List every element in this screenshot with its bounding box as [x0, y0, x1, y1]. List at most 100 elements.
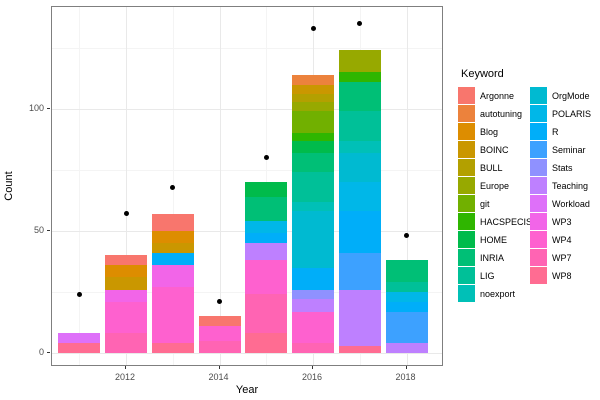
legend-item-label: Blog [480, 126, 499, 137]
bar-segment-2016-Stats [292, 289, 334, 300]
legend-key-swatch [530, 177, 547, 194]
bar-segment-2013-WP4 [151, 287, 194, 344]
legend-item-label: BULL [480, 162, 503, 173]
legend: Keyword Argonne autotuning Blog BOINC BULL Eu… [458, 68, 591, 303]
legend-item-label: autotuning [480, 108, 523, 119]
x-tick-label: 2018 [395, 372, 416, 382]
legend-item-Teaching: Teaching [530, 177, 591, 194]
legend-key-swatch [458, 249, 475, 266]
bar-segment-2013-R [151, 252, 194, 266]
legend-item-label: HACSPECIS [480, 216, 533, 227]
bar-segment-2015-WP7 [245, 294, 288, 334]
legend-key-swatch [458, 177, 475, 194]
legend-item-label: WP4 [552, 234, 572, 245]
legend-item-Blog: Blog [458, 123, 530, 140]
legend-key-swatch [530, 87, 547, 104]
legend-item-label: OrgMode [552, 90, 590, 101]
bar-segment-2018-POLARIS [385, 292, 428, 302]
legend-item-WP7: WP7 [530, 249, 591, 266]
bar-segment-2017-LIG [338, 111, 381, 141]
bar-segment-2016-BOINC [292, 84, 334, 95]
legend-columns: Argonne autotuning Blog BOINC BULL Europe git H… [458, 87, 591, 303]
data-point-2013 [170, 184, 176, 190]
bar-segment-2013-Blog [151, 231, 194, 244]
bar-segment-2015-WP4 [245, 260, 288, 295]
data-point-2017 [357, 21, 363, 27]
legend-key-swatch [530, 195, 547, 212]
legend-item-Europe: Europe [458, 177, 530, 194]
legend-key-swatch [530, 159, 547, 176]
legend-item-autotuning: autotuning [458, 105, 530, 122]
legend-item-OrgMode: OrgMode [530, 87, 591, 104]
y-tick-mark [47, 108, 50, 109]
bar-segment-2014-Argonne [198, 316, 241, 327]
data-point-2015 [263, 155, 269, 161]
legend-item-label: Europe [480, 180, 510, 191]
bar-segment-2016-autotuning [292, 74, 334, 85]
legend-key-swatch [530, 267, 547, 284]
bar-segment-2012-WP4 [105, 301, 147, 334]
bar-segment-2018-INRIA [385, 260, 428, 283]
bar-segment-2017-Europe [338, 50, 381, 73]
bar-segment-2014-WP7 [198, 340, 241, 353]
legend-item-INRIA: INRIA [458, 249, 530, 266]
legend-item-LIG: LIG [458, 267, 530, 284]
legend-item-noexport: noexport [458, 285, 530, 302]
x-tick-label: 2014 [208, 372, 229, 382]
legend-title: Keyword [461, 68, 504, 80]
legend-item-label: LIG [480, 270, 495, 281]
y-tick-mark [47, 352, 50, 353]
legend-item-label: Teaching [552, 180, 589, 191]
bar-segment-2017-Teaching [338, 289, 381, 346]
legend-column-1: Argonne autotuning Blog BOINC BULL Europe git H… [458, 87, 533, 303]
legend-item-HOME: HOME [458, 231, 530, 248]
legend-key-swatch [458, 123, 475, 140]
gridline-x-minor [79, 7, 81, 365]
legend-item-label: HOME [480, 234, 507, 245]
bar-segment-2017-HACSPECIS [338, 72, 381, 83]
gridline-y-minor [52, 170, 442, 171]
data-point-2014 [217, 299, 222, 305]
legend-item-label: noexport [480, 288, 516, 299]
data-point-2011 [76, 291, 82, 297]
bar-segment-2018-Teaching [385, 343, 428, 353]
gridline-y-minor [52, 48, 442, 49]
gridline-y-major [52, 353, 442, 354]
bar-segment-2013-WP8 [151, 343, 194, 353]
gridline-y-major [52, 109, 442, 110]
legend-item-BOINC: BOINC [458, 141, 530, 158]
legend-key-swatch [530, 213, 547, 230]
legend-item-WP3: WP3 [530, 213, 591, 230]
legend-item-label: WP3 [552, 216, 572, 227]
bar-segment-2016-OrgMode [292, 211, 334, 268]
bar-segment-2017-OrgMode [338, 152, 381, 183]
bar-segment-2017-Seminar [338, 252, 381, 290]
legend-key-swatch [458, 285, 475, 302]
bar-segment-2017-noexport [338, 140, 381, 153]
legend-item-Seminar: Seminar [530, 141, 591, 158]
bar-segment-2016-noexport [292, 201, 334, 212]
legend-item-Argonne: Argonne [458, 87, 530, 104]
legend-item-label: INRIA [480, 252, 505, 263]
bar-segment-2015-Teaching [245, 243, 288, 261]
legend-item-label: Workload [552, 198, 590, 209]
bar-segment-2011-WP8 [58, 343, 101, 353]
legend-item-label: WP7 [552, 252, 572, 263]
bar-segment-2012-Blog [105, 265, 147, 278]
legend-item-WP8: WP8 [530, 267, 591, 284]
x-tick-mark [405, 366, 407, 369]
x-tick-mark [218, 366, 220, 369]
legend-item-Stats: Stats [530, 159, 591, 176]
legend-key-swatch [530, 105, 547, 122]
y-tick-label: 50 [33, 225, 44, 235]
legend-item-label: R [552, 126, 559, 137]
bar-segment-2018-LIG [385, 282, 428, 292]
bar-segment-2018-R [385, 301, 428, 312]
legend-key-swatch [458, 105, 475, 122]
bar-segment-2017-WP8 [338, 345, 381, 353]
bar-segment-2015-HOME [245, 182, 288, 197]
plot-panel [51, 6, 443, 366]
legend-key-swatch [458, 231, 475, 248]
legend-item-label: WP8 [552, 270, 572, 281]
